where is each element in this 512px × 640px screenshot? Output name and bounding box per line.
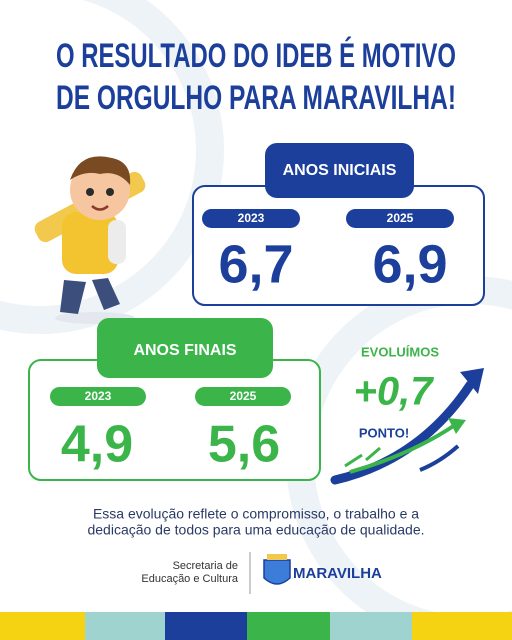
year-label: 2023 [238,211,265,225]
evolution-unit: PONTO! [359,425,409,440]
evolution-heading: EVOLUÍMOS [361,344,439,359]
color-stripe [0,612,512,640]
evolution-value: +0,7 [354,370,435,414]
year-label: 2023 [85,389,112,403]
score-value: 4,9 [61,416,133,474]
year-label: 2025 [230,389,257,403]
city-name: MARAVILHA [293,565,382,582]
card-label: ANOS INICIAIS [283,162,397,179]
department: Educação e Cultura [141,573,238,585]
title: O RESULTADO DO IDEB É MOTIVO [56,37,456,75]
message: Essa evolução reflete o compromisso, o t… [93,506,419,522]
message: dedicação de todos para uma educação de … [87,522,424,538]
city-crest [263,554,291,585]
anos-finais-card: ANOS FINAIS 2023 2025 4,9 5,6 [28,318,321,481]
score-value: 5,6 [208,416,280,474]
year-label: 2025 [387,211,414,225]
student-illustration [34,156,146,324]
department: Secretaria de [173,560,238,572]
score-value: 6,7 [218,234,293,294]
card-label: ANOS FINAIS [133,342,236,359]
evolution-block: EVOLUÍMOS +0,7 PONTO! [330,344,484,485]
anos-iniciais-card: ANOS INICIAIS 2023 2025 6,7 6,9 [192,143,485,306]
title: DE ORGULHO PARA MARAVILHA! [56,79,456,117]
score-value: 6,9 [372,234,447,294]
